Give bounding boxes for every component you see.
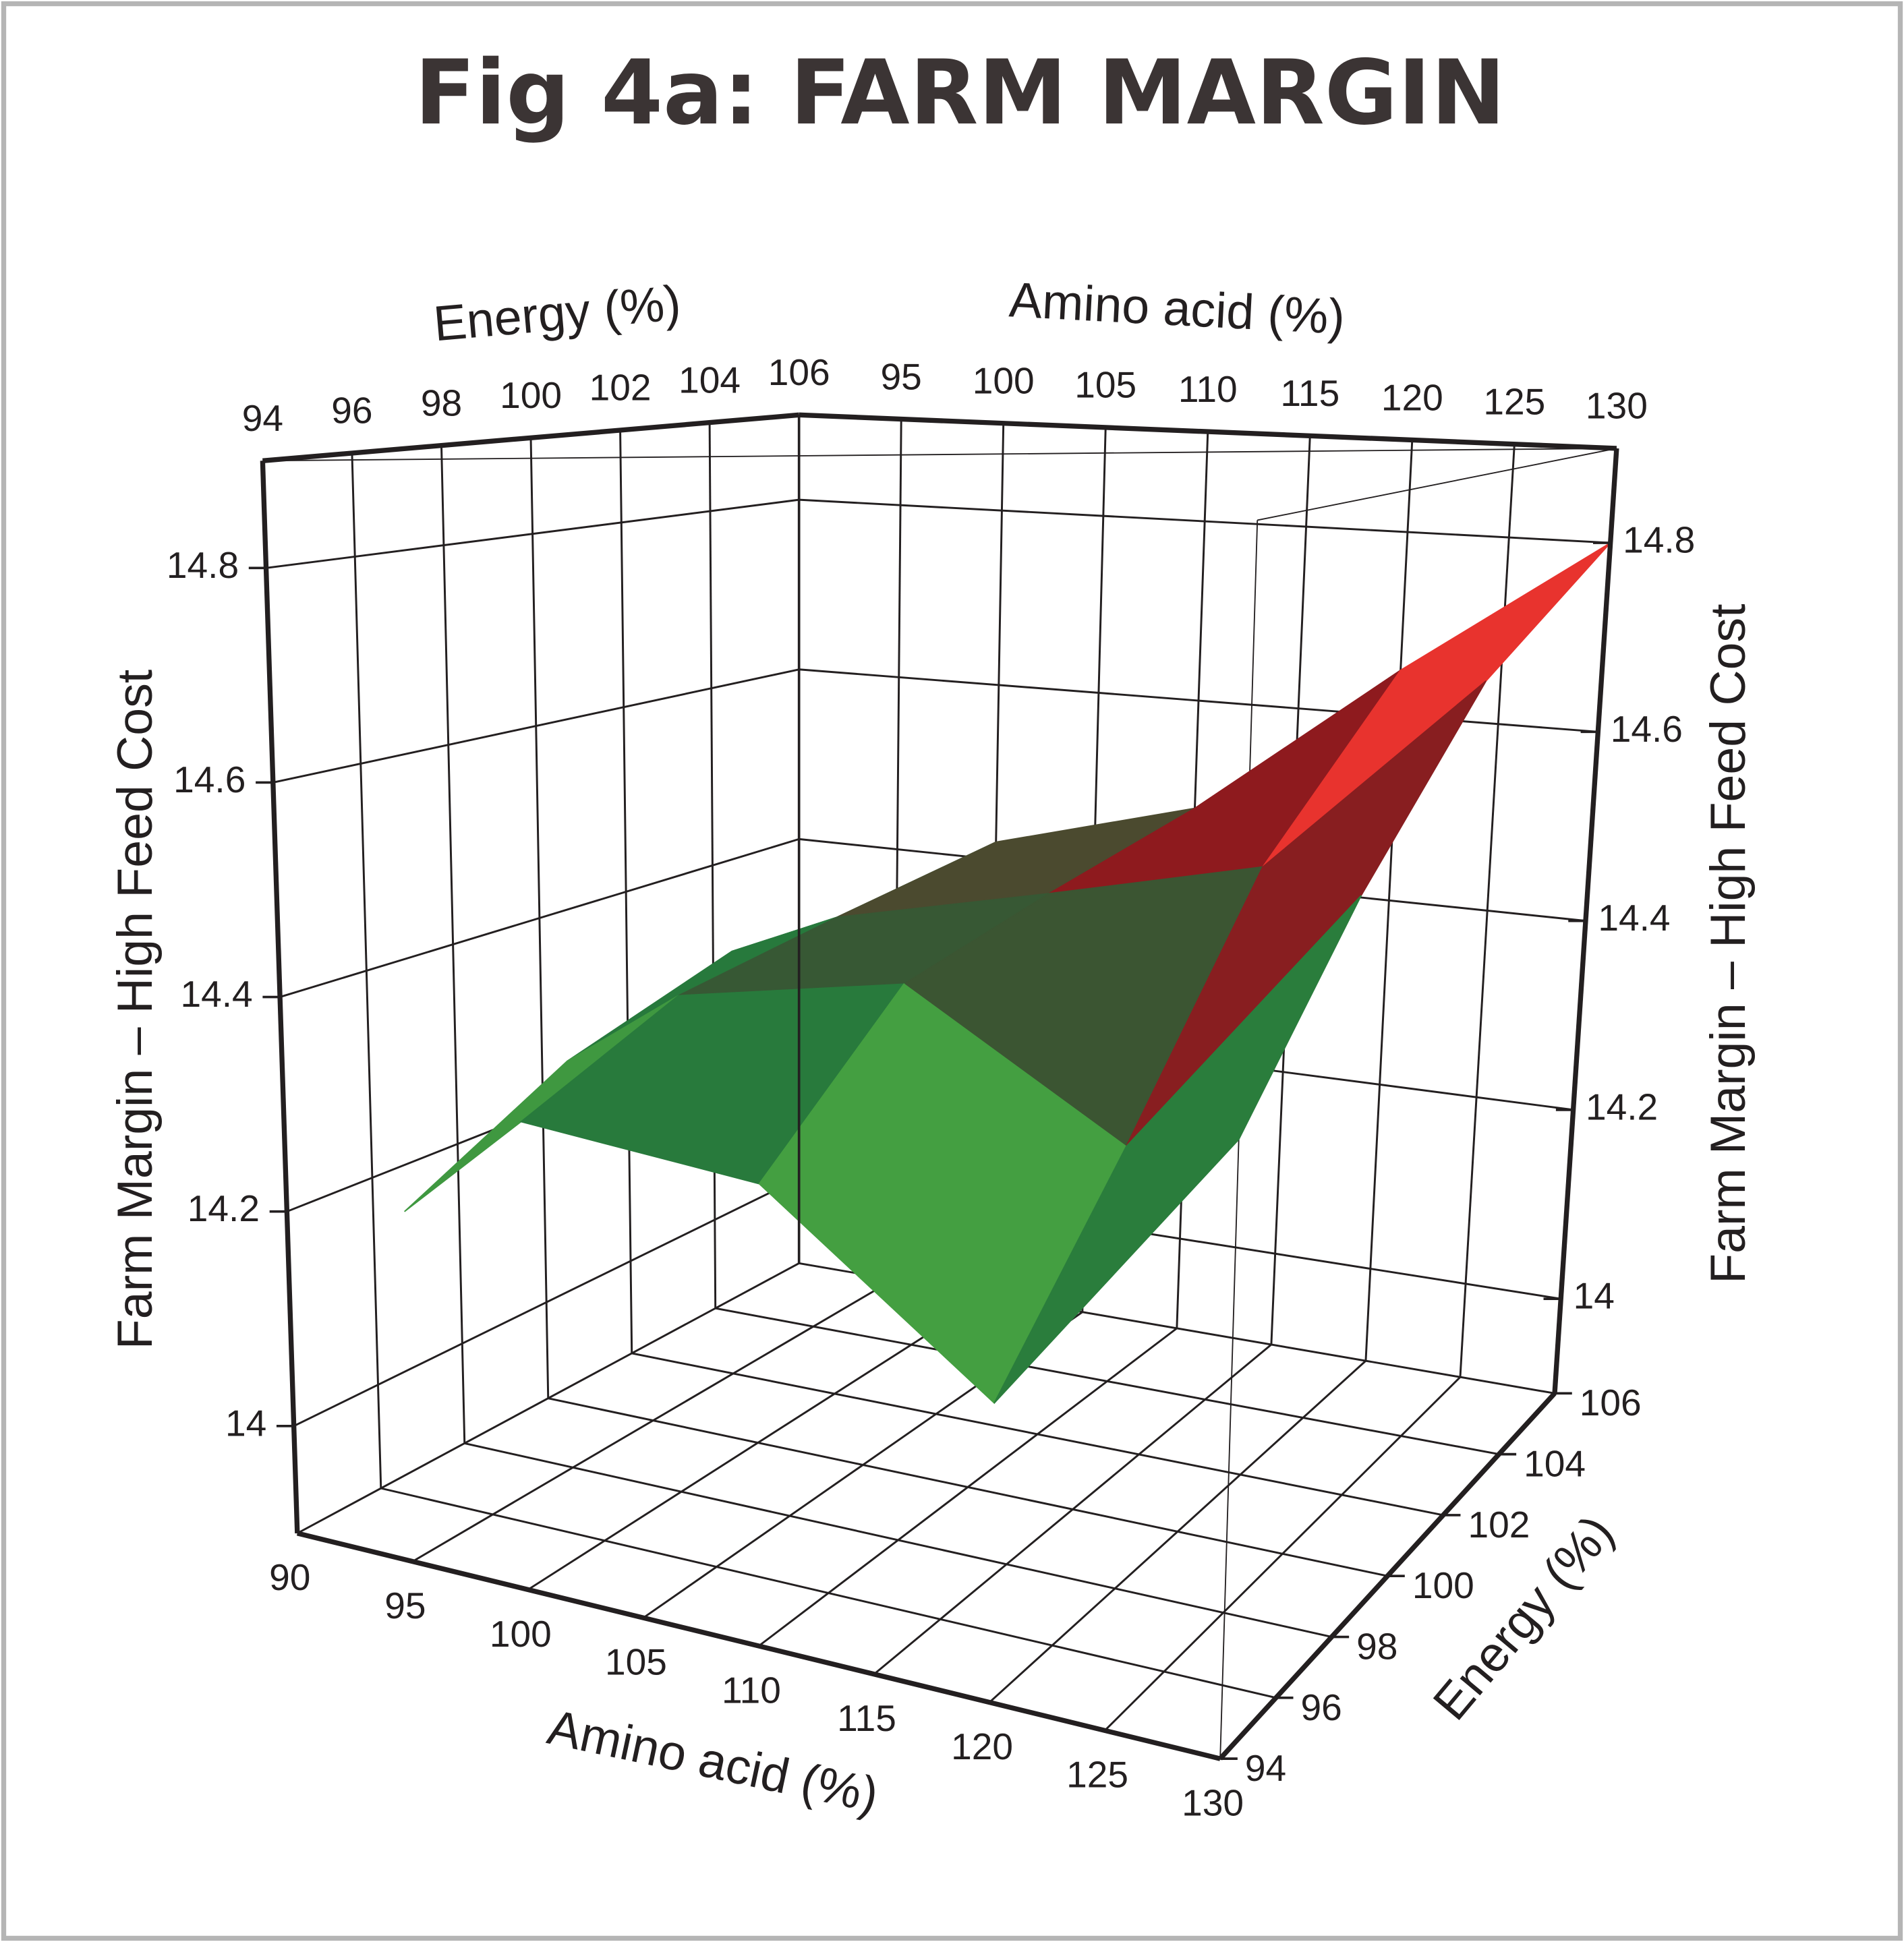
axis-line	[296, 1531, 1221, 1761]
x-tick-label-top: 120	[1381, 376, 1443, 418]
z-axis-label: Farm Margin – High Feed Cost	[107, 670, 163, 1349]
grid-line	[293, 1177, 800, 1428]
axis-line	[799, 412, 1617, 451]
grid-line	[548, 1397, 1388, 1577]
z-tick-label-right: 14	[1574, 1275, 1615, 1317]
x-tick-label-top: 115	[1280, 372, 1339, 414]
y-tick-label: 98	[1356, 1625, 1397, 1667]
x-tick-label: 120	[951, 1726, 1013, 1767]
grid-line	[715, 1307, 1499, 1456]
chart-title: Fig 4a: FARM MARGIN	[415, 41, 1506, 145]
z-tick-label-right: 14.2	[1586, 1086, 1658, 1127]
x-tick-label: 130	[1182, 1782, 1244, 1823]
x-tick-label: 95	[384, 1585, 426, 1626]
y-tick-label: 102	[1468, 1504, 1530, 1546]
y-tick-label: 94	[1245, 1747, 1286, 1789]
grid-line	[464, 1442, 1332, 1638]
z-tick-label: 14.2	[187, 1187, 260, 1229]
axis-line	[262, 412, 799, 463]
x-tick-label-top: 95	[881, 355, 922, 397]
z-axis-label-right: Farm Margin – High Feed Cost	[1700, 604, 1756, 1283]
grid-line	[799, 498, 1611, 544]
x-tick-label-top: 110	[1178, 368, 1238, 410]
box-edge	[262, 447, 1617, 462]
x-tick-label: 105	[605, 1641, 667, 1683]
x-tick-label-top: 100	[973, 360, 1035, 402]
x-tick-label: 110	[722, 1669, 781, 1711]
x-tick-label: 100	[490, 1613, 552, 1655]
grid-line	[631, 1352, 1444, 1517]
z-tick-label-right: 14.4	[1598, 897, 1670, 939]
x-tick-label-top: 105	[1074, 364, 1136, 406]
x-tick-label: 115	[837, 1697, 896, 1739]
y-tick-label-top: 98	[421, 382, 462, 423]
box-edge	[1257, 448, 1617, 521]
y-tick-label-top: 100	[500, 374, 562, 416]
x-tick-label: 125	[1066, 1754, 1128, 1796]
y-tick-label-top: 104	[679, 359, 741, 401]
z-tick-label-right: 14.8	[1623, 519, 1695, 561]
x-tick-label: 90	[269, 1556, 310, 1598]
grid-line	[279, 837, 800, 998]
x-tick-label-top: 130	[1586, 385, 1648, 427]
z-tick-label: 14	[225, 1402, 266, 1444]
y-tick-label: 104	[1524, 1443, 1586, 1485]
y-tick-label: 106	[1580, 1382, 1642, 1423]
y-tick-label-top: 96	[331, 390, 372, 432]
grid-line	[266, 498, 799, 569]
y-tick-label-top: 94	[242, 397, 283, 439]
grid-line	[799, 668, 1598, 733]
surface-cell	[993, 895, 1362, 1404]
grid-line	[272, 668, 799, 784]
z-tick-label: 14.4	[180, 973, 252, 1015]
z-tick-label-right: 14.6	[1611, 708, 1683, 750]
y-tick-label: 96	[1301, 1686, 1342, 1728]
z-tick-label: 14.8	[167, 544, 239, 586]
y-tick-label-top: 106	[768, 351, 830, 393]
z-tick-label: 14.6	[173, 759, 246, 800]
grid-line	[380, 1487, 1277, 1699]
surface	[404, 542, 1611, 1405]
x-tick-label-top: 125	[1483, 381, 1545, 423]
y-tick-label-top: 102	[589, 367, 652, 409]
y-tick-label: 100	[1412, 1564, 1474, 1606]
